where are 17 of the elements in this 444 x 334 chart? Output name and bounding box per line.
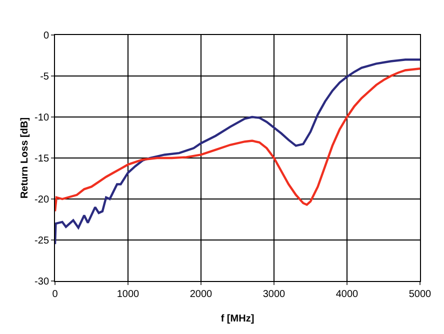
x-tick-label: 0	[52, 289, 58, 300]
x-axis-title: f [MHz]	[220, 314, 254, 324]
x-tick-label: 5000	[408, 289, 432, 300]
y-tick-label: -30	[34, 276, 50, 288]
y-tick-label: -10	[34, 112, 50, 124]
x-tick-label: 3000	[262, 289, 286, 300]
line-series	[55, 58, 420, 246]
x-tick-label: 4000	[336, 289, 359, 300]
y-tick-label: -25	[34, 236, 50, 246]
y-tick-label: -5	[40, 72, 50, 82]
y-axis-title: Return Loss [dB]	[20, 117, 31, 199]
y-tick-label: -20	[34, 194, 50, 206]
line-series	[55, 68, 420, 212]
y-tick-label: -15	[34, 154, 50, 164]
x-tick-label: 2000	[190, 289, 213, 300]
y-tick-label: 0	[43, 30, 50, 42]
x-tick-label: 1000	[116, 289, 140, 300]
